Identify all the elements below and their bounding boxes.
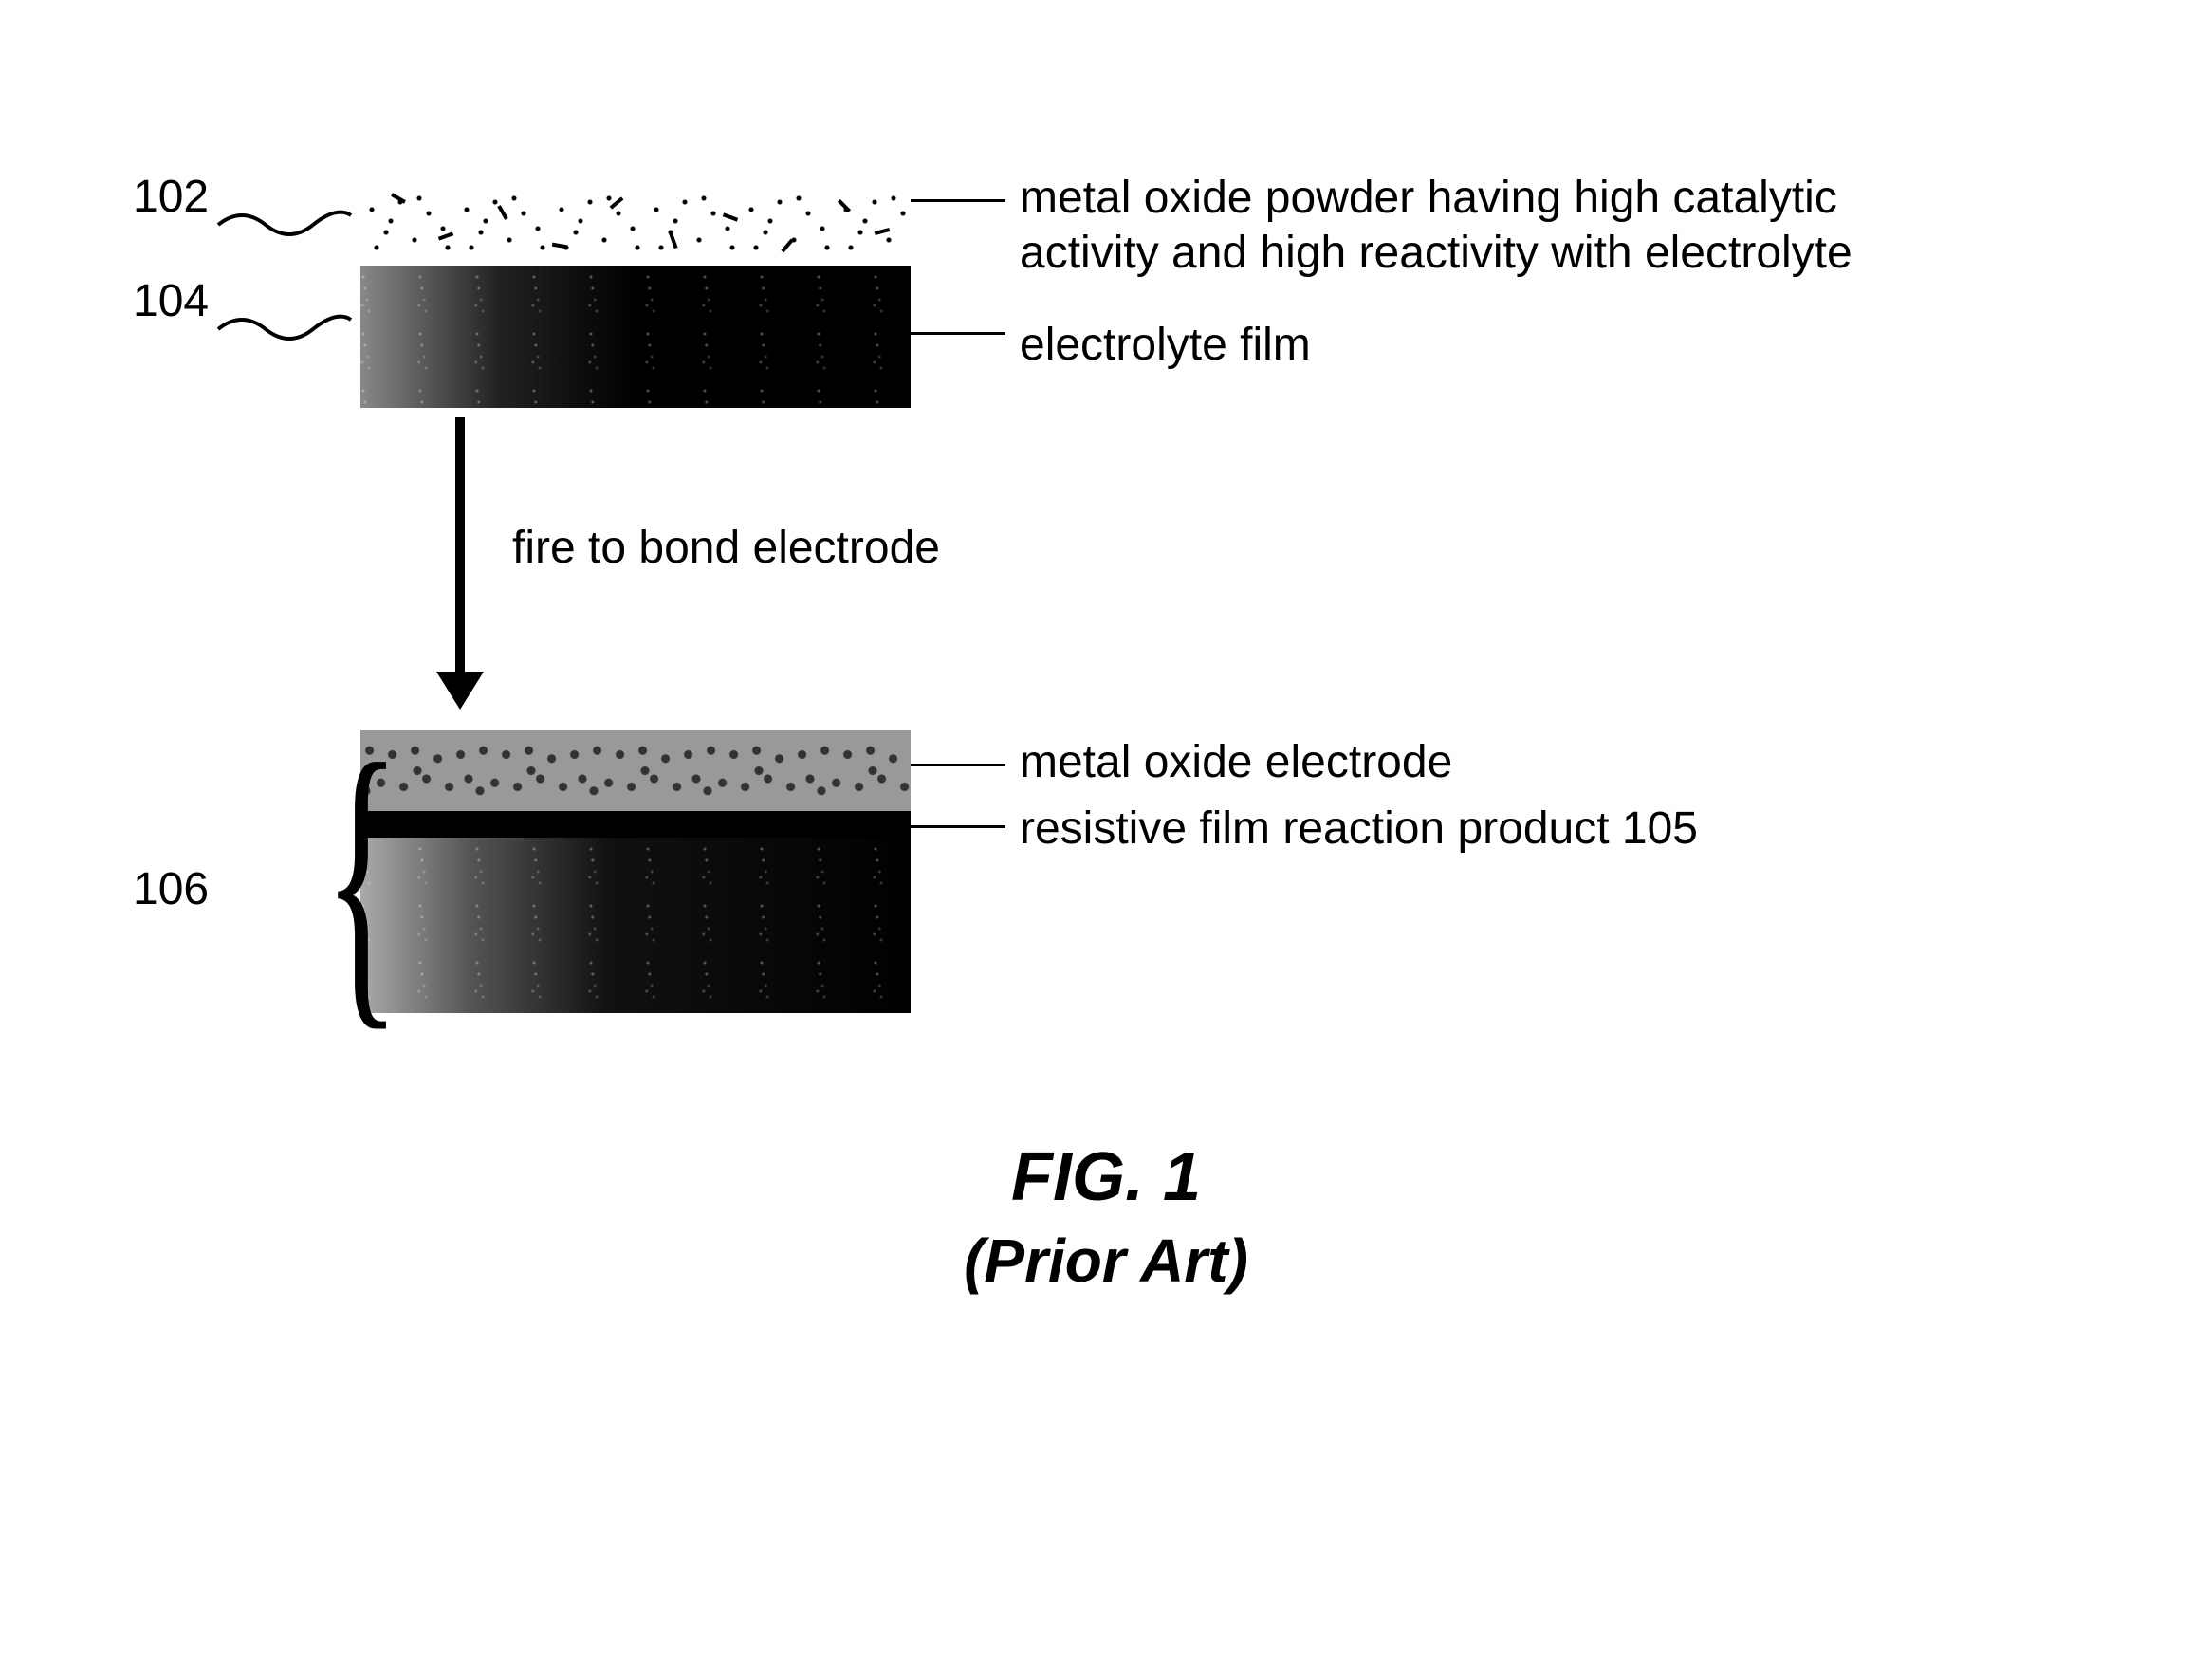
metal-oxide-electrode-layer (360, 730, 911, 811)
ref-number-104: 104 (133, 275, 209, 327)
caption-subtitle: (Prior Art) (0, 1226, 2212, 1296)
ref-number-102: 102 (133, 171, 209, 223)
electrolyte-grain-top (360, 266, 911, 408)
electrolyte-film-bottom (360, 838, 911, 1013)
powder-layer (360, 185, 911, 261)
electrolyte-grain-bottom (360, 838, 911, 1013)
lead-line-powder (911, 199, 1005, 202)
desc-resistive: resistive film reaction product 105 (1020, 802, 1698, 857)
lead-line-electrolyte (911, 332, 1005, 335)
desc-electrode: metal oxide electrode (1020, 735, 1452, 790)
desc-powder: metal oxide powder having high catalytic… (1020, 171, 1968, 280)
squiggle-102 (213, 201, 356, 249)
lead-line-electrode (911, 764, 1005, 766)
electrode-texture (360, 730, 911, 811)
arrow-shaft (455, 417, 465, 683)
caption-title: FIG. 1 (0, 1138, 2212, 1216)
electrolyte-film-top (360, 266, 911, 408)
ref-number-106: 106 (133, 863, 209, 915)
squiggle-104 (213, 305, 356, 353)
arrow-head (436, 672, 484, 710)
desc-electrolyte: electrolyte film (1020, 318, 1311, 373)
powder-dashes (362, 187, 909, 259)
bottom-stack (360, 730, 911, 1013)
lead-line-resistive (911, 825, 1005, 828)
figure-caption: FIG. 1 (Prior Art) (0, 1138, 2212, 1296)
resistive-film-layer (360, 811, 911, 838)
process-label: fire to bond electrode (512, 522, 940, 574)
process-arrow (455, 417, 465, 683)
brace-106: { (323, 735, 401, 1019)
